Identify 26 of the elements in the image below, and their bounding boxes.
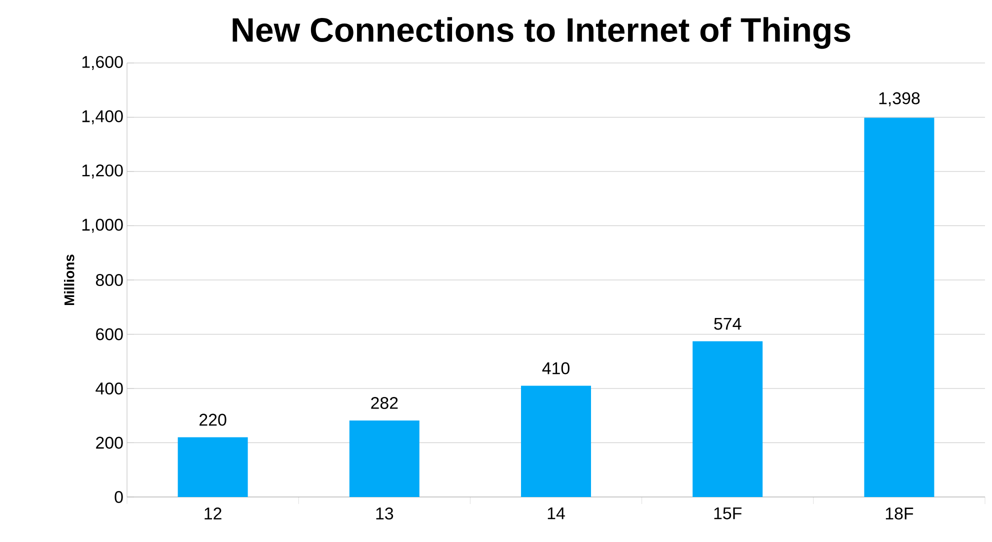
y-axis-title: Millions	[64, 254, 74, 306]
y-tick-label: 1,600	[82, 56, 123, 70]
y-tick-label: 1,000	[82, 218, 123, 233]
y-tick-label: 0	[114, 490, 123, 503]
data-label: 1,398	[879, 92, 920, 106]
x-tick-label: 15F	[714, 508, 742, 520]
data-label: 410	[542, 362, 570, 374]
y-tick-label: 1,400	[82, 110, 123, 124]
bar	[521, 386, 592, 497]
bar	[178, 437, 248, 497]
data-label: 574	[714, 318, 742, 330]
y-tick-label: 200	[96, 436, 123, 449]
y-tick-label: 1,200	[82, 164, 123, 178]
x-tick-label: 12	[204, 508, 222, 520]
x-tick-label: 18F	[886, 508, 914, 520]
bar	[692, 341, 763, 497]
bar	[864, 118, 934, 497]
data-label: 282	[371, 396, 398, 409]
chart-title: New Connections to Internet of Things	[232, 17, 850, 49]
y-tick-label: 400	[96, 382, 123, 394]
y-tick-label: 600	[96, 328, 123, 340]
x-tick-label: 13	[376, 508, 394, 520]
y-tick-label: 800	[96, 274, 123, 286]
data-label: 220	[200, 414, 226, 426]
x-tick-label: 14	[548, 508, 565, 520]
bar	[349, 420, 420, 497]
